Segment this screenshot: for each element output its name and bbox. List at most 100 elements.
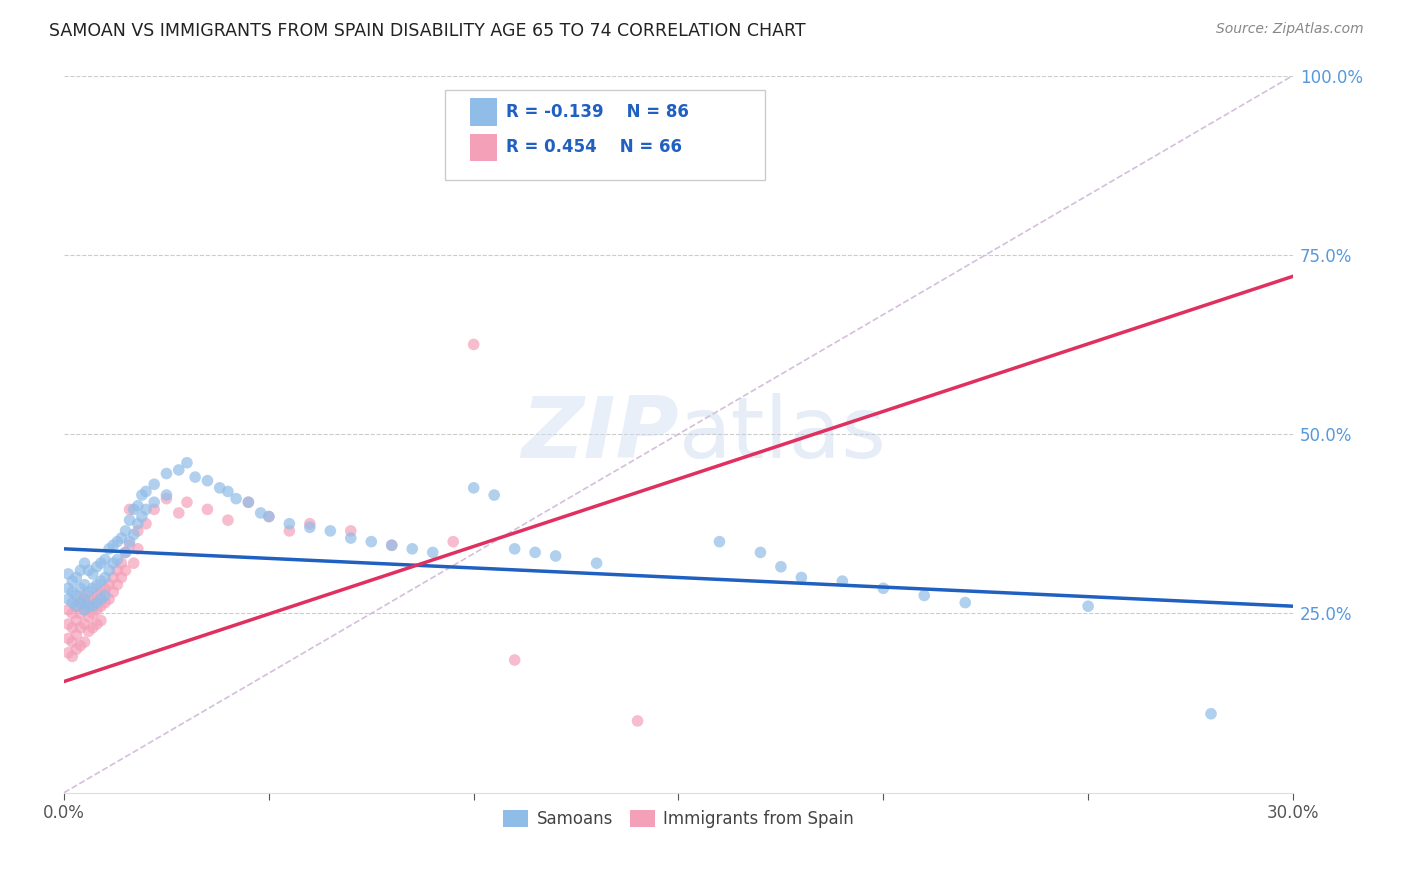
Point <box>709 534 731 549</box>
Point <box>127 524 149 538</box>
Point <box>103 556 125 570</box>
Point <box>401 541 423 556</box>
Point <box>77 610 100 624</box>
Point <box>69 596 91 610</box>
Point <box>544 549 567 563</box>
Point <box>60 649 83 664</box>
Point <box>441 534 464 549</box>
Point <box>98 592 121 607</box>
Point <box>98 577 121 591</box>
Point <box>118 502 141 516</box>
Point <box>110 570 132 584</box>
Point <box>118 513 141 527</box>
Point <box>56 566 79 581</box>
Point <box>94 596 117 610</box>
Point <box>381 538 404 552</box>
Point <box>69 607 91 621</box>
Point <box>422 545 444 559</box>
Point <box>77 624 100 639</box>
FancyBboxPatch shape <box>470 134 496 161</box>
Point <box>82 581 104 595</box>
Point <box>56 646 79 660</box>
Point <box>127 541 149 556</box>
Point <box>103 570 125 584</box>
Point <box>257 509 280 524</box>
Point <box>143 502 166 516</box>
Point <box>955 596 977 610</box>
Point <box>103 585 125 599</box>
Point <box>65 642 87 657</box>
Point <box>155 488 177 502</box>
Point <box>56 617 79 632</box>
Point <box>86 577 108 591</box>
Point <box>60 621 83 635</box>
Point <box>110 556 132 570</box>
Point <box>790 570 813 584</box>
Point <box>167 463 190 477</box>
Point <box>56 592 79 607</box>
Point <box>118 534 141 549</box>
Point <box>135 484 157 499</box>
Point <box>585 556 607 570</box>
Point <box>77 596 100 610</box>
Point <box>131 488 153 502</box>
Point <box>73 603 96 617</box>
Point <box>105 552 128 566</box>
Point <box>122 502 145 516</box>
Point <box>105 563 128 577</box>
Point <box>176 495 198 509</box>
Point <box>90 599 112 614</box>
Point <box>1199 706 1222 721</box>
Point <box>94 581 117 595</box>
Point <box>65 599 87 614</box>
Point <box>257 509 280 524</box>
Point <box>912 589 935 603</box>
Text: SAMOAN VS IMMIGRANTS FROM SPAIN DISABILITY AGE 65 TO 74 CORRELATION CHART: SAMOAN VS IMMIGRANTS FROM SPAIN DISABILI… <box>49 22 806 40</box>
Point <box>208 481 231 495</box>
Point <box>94 589 117 603</box>
Legend: Samoans, Immigrants from Spain: Samoans, Immigrants from Spain <box>496 803 860 835</box>
Point <box>73 603 96 617</box>
Point <box>90 592 112 607</box>
Point <box>114 524 136 538</box>
Point <box>86 596 108 610</box>
Point <box>155 491 177 506</box>
Point <box>60 574 83 588</box>
Point <box>69 592 91 607</box>
Point <box>1077 599 1099 614</box>
Text: ZIP: ZIP <box>520 392 679 475</box>
Point <box>872 581 894 595</box>
Point <box>127 516 149 531</box>
Point <box>98 563 121 577</box>
Point <box>86 559 108 574</box>
Point <box>90 574 112 588</box>
Point <box>524 545 547 559</box>
Point <box>73 617 96 632</box>
Point <box>278 516 301 531</box>
Point <box>65 628 87 642</box>
Point <box>60 596 83 610</box>
Point <box>82 621 104 635</box>
Point <box>60 585 83 599</box>
Point <box>831 574 853 588</box>
Point <box>65 599 87 614</box>
Point <box>155 467 177 481</box>
Point <box>73 592 96 607</box>
Point <box>90 614 112 628</box>
Point <box>82 599 104 614</box>
Point <box>77 563 100 577</box>
Point <box>73 577 96 591</box>
Point <box>60 607 83 621</box>
Point <box>86 589 108 603</box>
Point <box>105 534 128 549</box>
Point <box>69 563 91 577</box>
Point <box>626 714 648 728</box>
Point <box>381 538 404 552</box>
Text: R = 0.454    N = 66: R = 0.454 N = 66 <box>506 138 682 156</box>
Point <box>114 545 136 559</box>
Text: Source: ZipAtlas.com: Source: ZipAtlas.com <box>1216 22 1364 37</box>
Point <box>339 524 361 538</box>
Point <box>73 556 96 570</box>
Point <box>114 545 136 559</box>
Point <box>217 484 239 499</box>
